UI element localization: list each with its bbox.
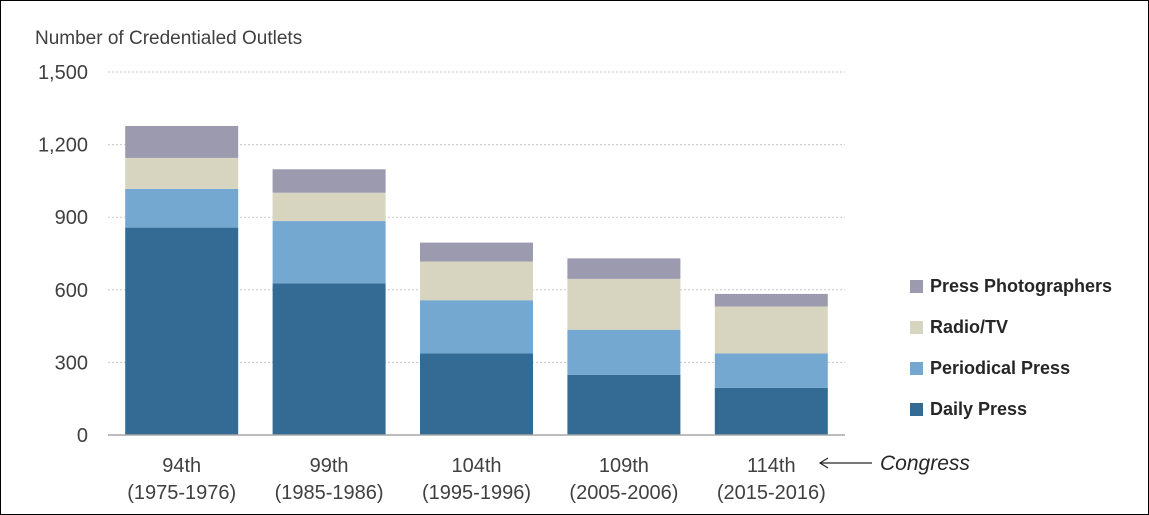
bar-segment-periodical-press [125, 188, 239, 228]
legend-label: Radio/TV [930, 317, 1008, 337]
bar-segment-press-photographers [420, 242, 533, 262]
bar-segment-periodical-press [567, 329, 681, 375]
congress-annotation: Congress [818, 452, 970, 475]
y-tick-label: 0 [77, 425, 88, 447]
y-tick-label: 1,200 [38, 135, 88, 157]
x-axis-ticks: 94th (1975-1976) 99th (1985-1986) 104th (1995… [127, 455, 826, 504]
bar-segment-periodical-press [420, 300, 533, 354]
x-tick-label: 99th [310, 455, 349, 477]
legend-label: Periodical Press [930, 358, 1070, 378]
y-tick-label: 1,500 [38, 62, 88, 84]
bar-segment-daily-press [714, 387, 828, 435]
bar-segment-radio-tv [125, 157, 239, 189]
y-tick-label: 900 [55, 207, 88, 229]
legend-swatch [910, 280, 923, 293]
x-tick-sublabel: (1985-1986) [275, 482, 384, 504]
x-tick-label: 94th [162, 455, 201, 477]
bar-segment-periodical-press [714, 353, 828, 388]
bar-segment-daily-press [125, 227, 239, 435]
bar-segment-press-photographers [567, 258, 681, 279]
legend-swatch [910, 403, 923, 416]
bar-segment-press-photographers [272, 169, 386, 193]
bar-segment-radio-tv [567, 278, 681, 330]
y-tick-label: 300 [55, 352, 88, 374]
x-tick-sublabel: (2005-2006) [569, 482, 678, 504]
bar-segment-press-photographers [125, 125, 239, 158]
x-tick-sublabel: (2015-2016) [717, 482, 826, 504]
bar-segment-radio-tv [420, 261, 533, 301]
legend-swatch [910, 321, 923, 334]
y-tick-label: 600 [55, 280, 88, 302]
bar-segment-radio-tv [272, 192, 386, 222]
x-tick-label: 104th [451, 455, 501, 477]
bar-segment-daily-press [567, 374, 681, 435]
legend-label: Press Photographers [930, 276, 1112, 296]
x-tick-label: 109th [599, 455, 649, 477]
y-axis-title: Number of Credentialed Outlets [35, 28, 302, 49]
bars [125, 125, 828, 435]
x-tick-sublabel: (1995-1996) [422, 482, 531, 504]
x-tick-sublabel: (1975-1976) [127, 482, 236, 504]
bar-segment-daily-press [272, 283, 386, 435]
annotation-arrowhead [818, 457, 829, 469]
legend: Press Photographers Radio/TV Periodical Pr… [910, 276, 1112, 419]
bar-segment-daily-press [420, 353, 533, 435]
bar-segment-periodical-press [272, 221, 386, 284]
bar-segment-press-photographers [714, 293, 828, 307]
x-tick-label: 114th [747, 455, 796, 477]
legend-swatch [910, 362, 923, 375]
y-axis-ticks: 0 300 600 900 1,200 1,500 [38, 62, 88, 447]
bar-segment-radio-tv [714, 306, 828, 354]
legend-label: Daily Press [930, 399, 1027, 419]
annotation-text: Congress [880, 452, 970, 475]
